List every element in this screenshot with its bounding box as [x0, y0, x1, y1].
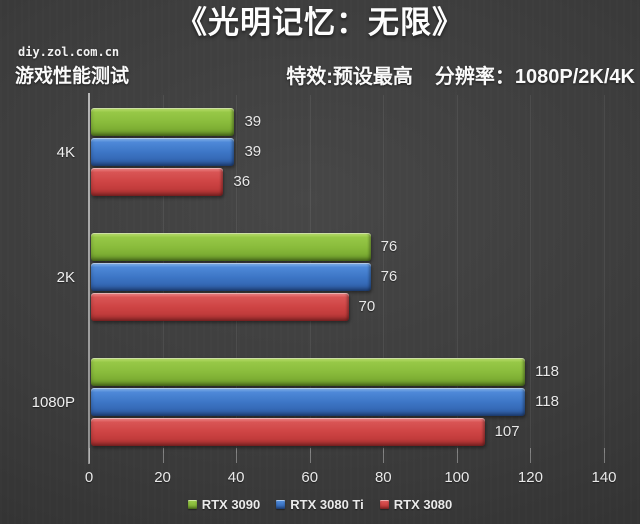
bar-row-1080p-rtx-3080: 107: [89, 418, 604, 448]
legend-label-rtx-3090: RTX 3090: [201, 497, 261, 512]
bar-value-1080p-rtx-3090: 118: [535, 363, 559, 380]
x-tick-mark-40: [236, 448, 238, 463]
bar-group-4k: 4K 39 39 36: [57, 108, 604, 198]
bar-value-1080p-rtx-3080: 107: [494, 423, 520, 440]
legend-label-rtx-3080-ti: RTX 3080 Ti: [290, 497, 364, 512]
x-tick-label-140: 140: [591, 469, 617, 486]
x-tick-mark-0: [89, 448, 90, 463]
bar-value-4k-rtx-3080-ti: 39: [244, 143, 262, 160]
test-type-label: 游戏性能测试: [15, 66, 130, 87]
legend-swatch-icon-rtx-3080: [379, 500, 389, 509]
legend-label-rtx-3080: RTX 3080: [393, 497, 453, 512]
x-tick-mark-120: [530, 448, 532, 463]
bar-4k-rtx-3090: [91, 108, 235, 136]
watermark-url: diy.zol.com.cn: [18, 45, 120, 59]
legend-item-rtx-3080: RTX 3080: [379, 497, 453, 512]
x-tick-label-0: 0: [84, 469, 94, 486]
x-tick-label-100: 100: [444, 469, 470, 486]
plot-area: 0 20 40 60 80 100 120 140 4K 39 39 36 2K 76 76 70 1080P 1…: [32, 93, 617, 486]
legend-swatch-icon-rtx-3090: [187, 500, 197, 509]
legend-item-rtx-3080-ti: RTX 3080 Ti: [276, 497, 364, 512]
bar-row-2k-rtx-3080: 70: [89, 293, 604, 323]
x-tick-label-60: 60: [301, 469, 319, 486]
x-tick-label-120: 120: [517, 469, 543, 486]
bar-value-2k-rtx-3080-ti: 76: [380, 268, 398, 285]
bar-row-1080p-rtx-3080-ti: 118: [89, 388, 604, 418]
bar-2k-rtx-3090: [91, 233, 371, 261]
bar-row-1080p-rtx-3090: 118: [89, 358, 604, 388]
resolution-label: 分辨率：1080P/2K/4K: [434, 66, 635, 88]
bar-value-4k-rtx-3080: 36: [233, 173, 251, 190]
page-title: 《光明记忆：无限》: [176, 5, 464, 40]
x-tick-label-80: 80: [374, 469, 392, 486]
x-tick-label-20: 20: [154, 469, 171, 486]
bar-row-4k-rtx-3090: 39: [89, 108, 604, 138]
category-label-1080p: 1080P: [31, 394, 75, 411]
bar-4k-rtx-3080: [91, 168, 224, 196]
bar-group-2k: 2K 76 76 70: [57, 233, 604, 323]
x-tick-label-40: 40: [227, 469, 245, 486]
bar-row-4k-rtx-3080: 36: [89, 168, 604, 198]
grid-line-80: [383, 95, 385, 453]
bar-row-4k-rtx-3080-ti: 39: [89, 138, 604, 168]
x-tick-mark-140: [604, 448, 605, 463]
bar-2k-rtx-3080-ti: [91, 263, 371, 291]
x-tick-mark-60: [309, 448, 311, 463]
bar-1080p-rtx-3090: [91, 358, 526, 386]
bar-value-2k-rtx-3080: 70: [358, 298, 376, 315]
legend-item-rtx-3090: RTX 3090: [187, 497, 261, 512]
y-axis-line: [88, 93, 90, 464]
bar-value-1080p-rtx-3080-ti: 118: [535, 393, 559, 410]
grid-line-120: [530, 95, 532, 453]
legend-swatch-icon-rtx-3080-ti: [276, 500, 286, 509]
category-label-4k: 4K: [56, 144, 75, 161]
bar-value-2k-rtx-3090: 76: [380, 238, 398, 255]
x-tick-mark-20: [162, 448, 164, 463]
x-tick-mark-100: [456, 448, 458, 463]
bar-1080p-rtx-3080-ti: [91, 388, 526, 416]
effects-preset-label: 特效:预设最高: [286, 66, 413, 88]
chart-legend: RTX 3090 RTX 3080 Ti RTX 3080: [0, 497, 640, 512]
bar-1080p-rtx-3080: [91, 418, 485, 446]
test-settings: 特效:预设最高 分辨率：1080P/2K/4K: [286, 60, 635, 89]
x-tick-mark-80: [383, 448, 385, 463]
bar-value-4k-rtx-3090: 39: [244, 113, 262, 130]
bar-2k-rtx-3080: [91, 293, 349, 321]
bar-group-1080p: 1080P 118 118 107: [32, 358, 604, 448]
grid-line-100: [456, 95, 458, 453]
bar-4k-rtx-3080-ti: [91, 138, 235, 166]
category-label-2k: 2K: [56, 269, 75, 286]
bar-row-2k-rtx-3080-ti: 76: [89, 263, 604, 293]
grid-line-140: [604, 95, 605, 453]
bar-row-2k-rtx-3090: 76: [89, 233, 604, 263]
